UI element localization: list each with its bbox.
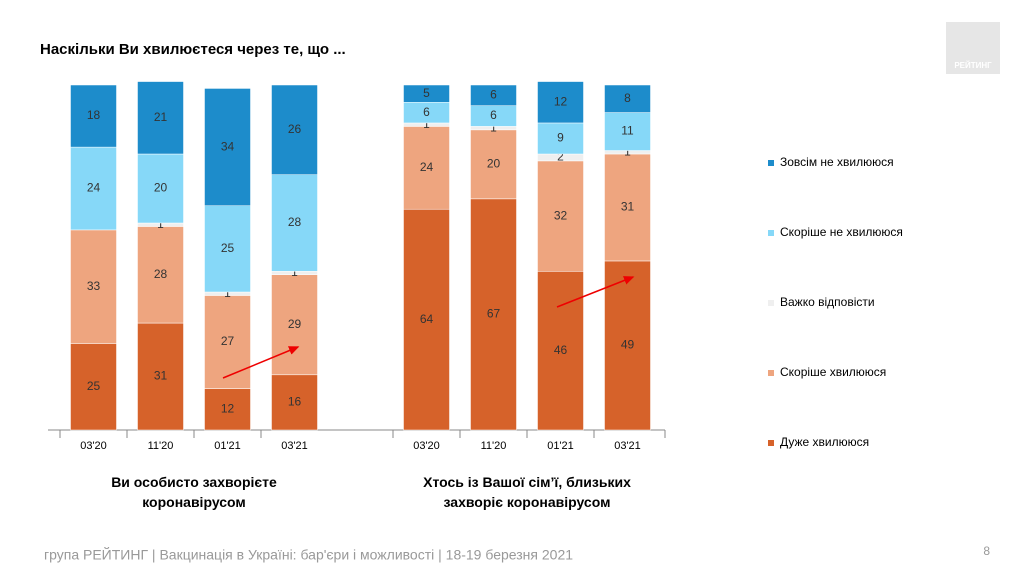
value-label: 28	[154, 267, 168, 281]
value-label: 32	[554, 208, 568, 222]
group-label: Ви особисто захворієте коронавірусом	[111, 474, 277, 510]
bar-segment	[137, 81, 184, 155]
value-label: 12	[554, 94, 568, 108]
value-label: 27	[221, 334, 235, 348]
value-label: 49	[621, 338, 635, 352]
x-tick-label: 03'20	[80, 440, 107, 452]
legend-label: Скоріше не хвилююся	[780, 225, 903, 239]
logo-box	[946, 22, 1000, 74]
bar-segment	[470, 198, 517, 431]
value-label: 1	[157, 217, 164, 231]
value-label: 5	[423, 86, 430, 100]
bar-segment	[604, 112, 651, 151]
value-label: 26	[288, 122, 302, 136]
bar-segment	[70, 146, 117, 231]
bar-segment	[204, 388, 251, 431]
value-label: 31	[154, 369, 168, 383]
bar-segment	[204, 205, 251, 293]
logo: РЕЙТИНГ	[954, 61, 992, 70]
value-label: 67	[487, 307, 501, 321]
value-label: 9	[557, 131, 564, 145]
bar-segment	[204, 295, 251, 389]
legend-label: Скоріше хвилююся	[780, 365, 886, 379]
legend-label: Важко відповісти	[780, 295, 875, 309]
bar-segment	[537, 122, 584, 155]
slide-title: Наскільки Ви хвилюєтеся через те, що ...	[40, 41, 346, 58]
value-label: 8	[624, 91, 631, 105]
bar-segment	[537, 160, 584, 272]
bar-segment	[271, 374, 318, 431]
value-label: 6	[490, 88, 497, 102]
x-tick-label: 01'21	[214, 440, 241, 452]
value-label: 1	[624, 144, 631, 158]
legend-label: Дуже хвилююся	[780, 435, 869, 449]
trend-arrow	[222, 346, 300, 379]
bar-segment	[70, 84, 117, 148]
x-tick-label: 11'20	[481, 440, 507, 452]
value-label: 31	[621, 200, 635, 214]
legend-label: Зовсім не хвилююся	[780, 155, 894, 169]
footer: група РЕЙТИНГ | Вакцинація в Україні: ба…	[44, 546, 573, 563]
bar-segment	[470, 84, 517, 106]
value-label: 25	[87, 379, 101, 393]
value-label: 6	[490, 108, 497, 122]
value-label: 21	[154, 110, 168, 124]
page-number: 8	[983, 544, 990, 558]
trend-arrow	[556, 276, 635, 308]
bar-segment	[137, 153, 184, 224]
x-tick-label: 03'21	[614, 440, 641, 452]
legend-swatch	[768, 440, 774, 446]
x-tick-label: 03'20	[413, 440, 440, 452]
bar-segment	[137, 322, 184, 431]
bar-segment	[271, 174, 318, 272]
value-label: 28	[288, 215, 302, 229]
bar-segment	[137, 226, 184, 324]
value-label: 46	[554, 343, 568, 357]
value-label: 25	[221, 241, 235, 255]
bar-segment	[470, 129, 517, 200]
value-label: 18	[87, 108, 101, 122]
legend-swatch	[768, 160, 774, 166]
x-tick-label: 11'20	[148, 440, 174, 452]
bar-segment	[271, 274, 318, 376]
value-label: 1	[423, 117, 430, 131]
value-label: 2	[557, 150, 564, 164]
value-label: 64	[420, 312, 434, 326]
legend-swatch	[768, 230, 774, 236]
value-label: 33	[87, 279, 101, 293]
bar-segment	[70, 343, 117, 431]
value-label: 20	[487, 157, 501, 171]
value-label: 1	[490, 120, 497, 134]
bar-segment	[403, 84, 450, 103]
value-label: 11	[621, 124, 634, 138]
bar-segment	[204, 88, 251, 206]
value-label: 34	[221, 139, 235, 153]
value-label: 20	[154, 181, 168, 195]
bar-segment	[604, 260, 651, 431]
bar-segment	[604, 153, 651, 262]
bar-segment	[604, 84, 651, 113]
bar-segment	[537, 81, 584, 124]
bar-segment	[403, 208, 450, 431]
value-label: 29	[288, 317, 302, 331]
x-tick-label: 03'21	[281, 440, 308, 452]
value-label: 24	[87, 181, 101, 195]
value-label: 6	[423, 105, 430, 119]
bar-segment	[70, 229, 117, 344]
group-label: Хтось із Вашої сім’ї, близьких захворіє …	[423, 474, 631, 510]
value-label: 16	[288, 395, 302, 409]
x-tick-label: 01'21	[547, 440, 574, 452]
bar-segment	[271, 84, 318, 175]
legend-swatch	[768, 300, 774, 306]
value-label: 24	[420, 160, 434, 174]
value-label: 12	[221, 401, 235, 415]
legend-swatch	[768, 370, 774, 376]
value-label: 1	[291, 265, 298, 279]
value-label: 1	[224, 286, 231, 300]
